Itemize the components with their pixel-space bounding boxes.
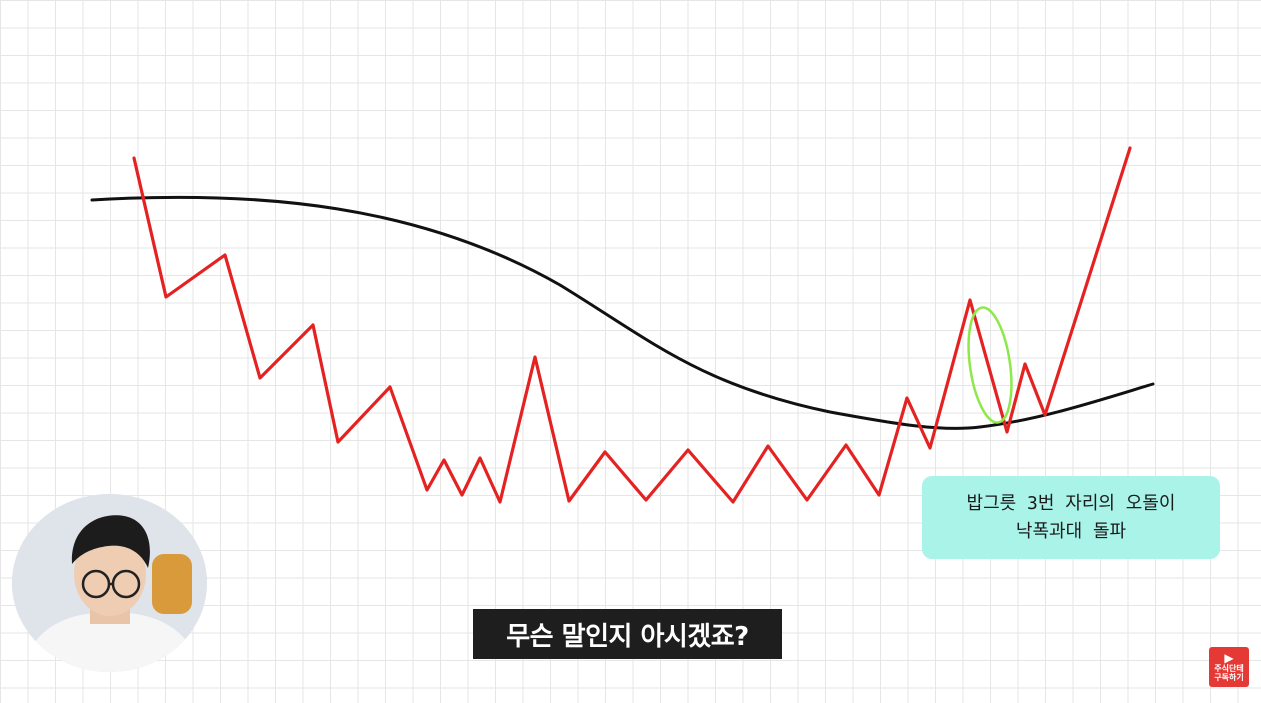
presenter-avatar bbox=[12, 494, 207, 672]
subtitle-caption: 무슨 말인지 아시겠죠? bbox=[473, 609, 782, 659]
annotation-line-2: 낙폭과대 돌파 bbox=[1016, 518, 1126, 546]
play-icon: ▶ bbox=[1224, 652, 1233, 664]
annotation-line-1: 밥그릇 3번 자리의 오돌이 bbox=[967, 490, 1176, 518]
highlight-circle bbox=[962, 305, 1018, 425]
annotation-box: 밥그릇 3번 자리의 오돌이 낙폭과대 돌파 bbox=[922, 476, 1220, 559]
moving-average-curve bbox=[92, 197, 1153, 428]
subscribe-label: 구독하기 bbox=[1214, 673, 1243, 682]
channel-subscribe-logo[interactable]: ▶ 주식단테 구독하기 bbox=[1209, 647, 1249, 687]
channel-name: 주식단테 bbox=[1214, 664, 1243, 673]
